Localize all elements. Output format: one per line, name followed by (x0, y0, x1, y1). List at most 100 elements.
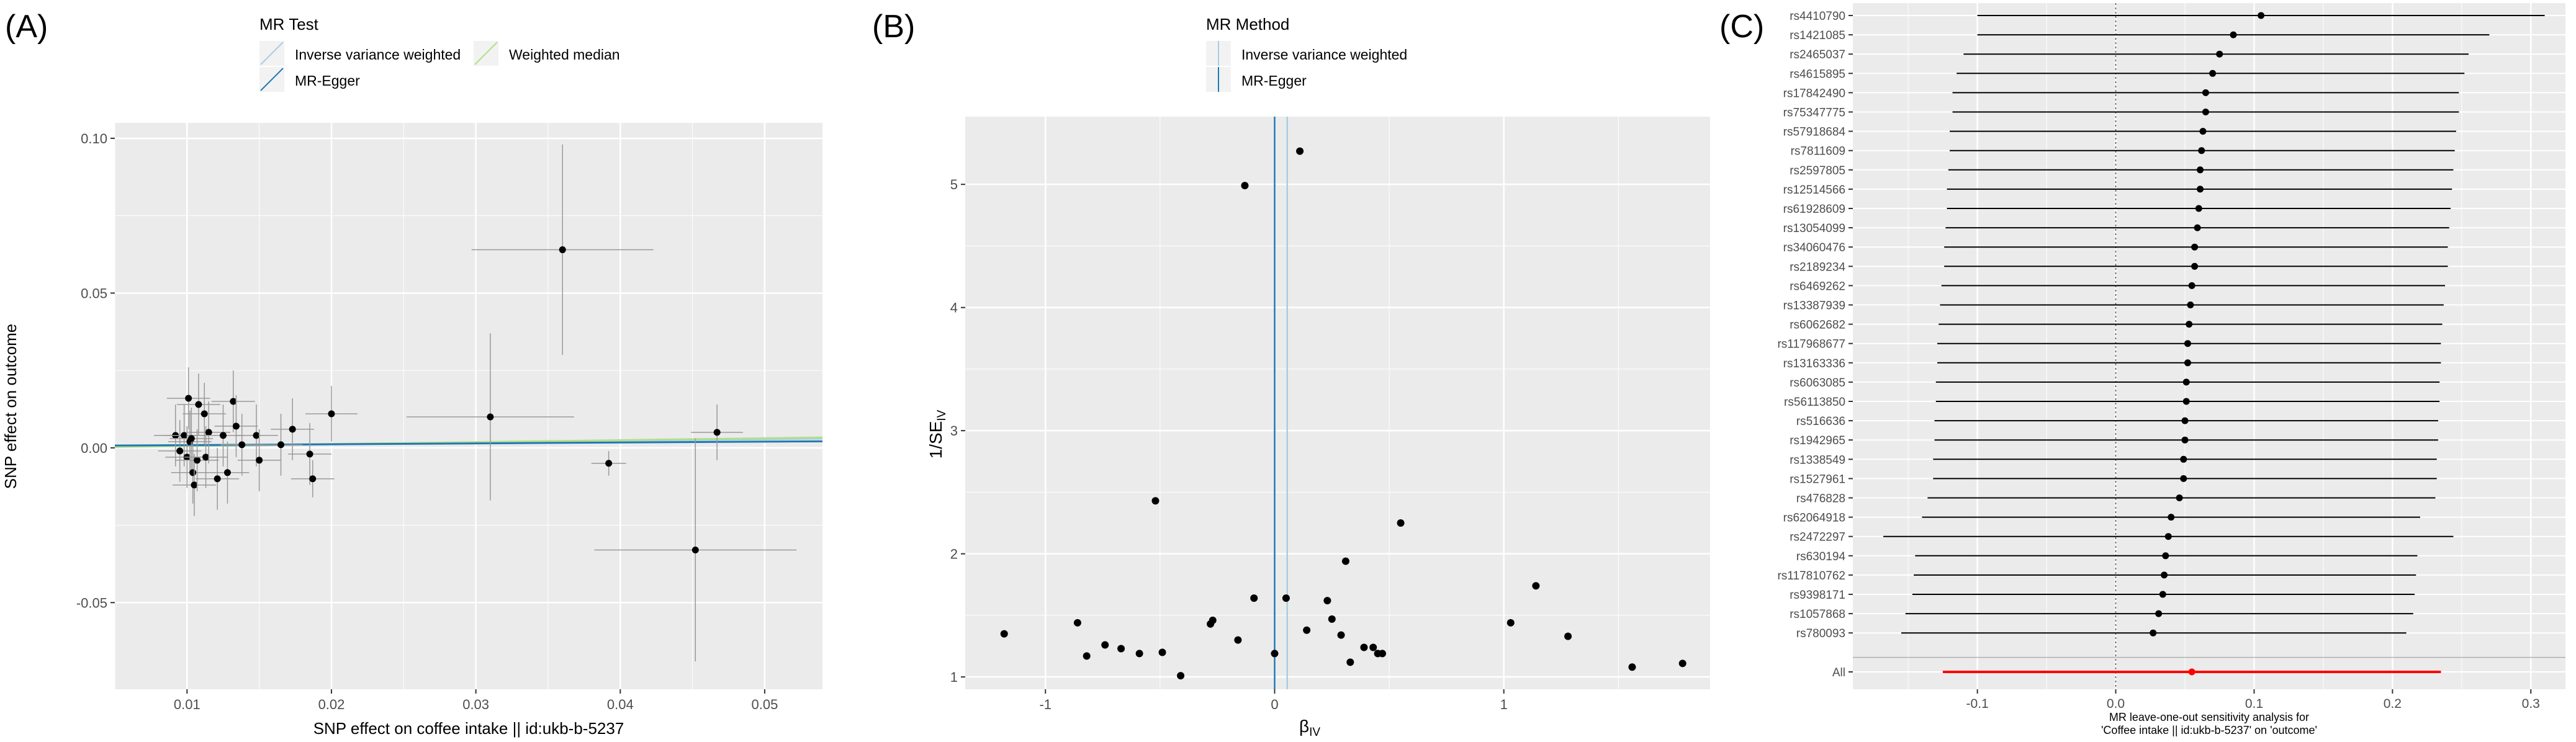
snp-label: rs6469262 (1790, 280, 1845, 293)
data-point (1151, 497, 1160, 505)
estimate-point (2186, 321, 2193, 328)
y-tick-label: 0.05 (81, 285, 107, 301)
snp-label: rs13387939 (1783, 300, 1845, 313)
legend-egger-label: MR-Egger (295, 73, 360, 89)
data-point (1073, 619, 1081, 627)
overall-estimate-point (2188, 668, 2195, 676)
estimate-point (2194, 224, 2201, 231)
data-point (691, 546, 699, 553)
data-point (1678, 659, 1687, 668)
panel-a-background (115, 123, 822, 689)
estimate-point (2176, 494, 2183, 501)
data-point (189, 469, 197, 476)
estimate-point (2184, 340, 2191, 347)
data-point (1250, 594, 1258, 602)
estimate-point (2197, 186, 2204, 193)
data-point (219, 432, 227, 439)
snp-label: rs117968677 (1777, 338, 1845, 351)
snp-label: rs1527961 (1790, 473, 1845, 486)
data-point (1397, 519, 1405, 527)
estimate-point (2159, 591, 2166, 598)
data-point (200, 410, 208, 418)
estimate-point (2162, 552, 2169, 560)
legend-ivw-b-label: Inverse variance weighted (1241, 47, 1407, 63)
snp-label: rs34060476 (1783, 241, 1845, 254)
estimate-point (2198, 147, 2205, 154)
data-point (1323, 597, 1331, 605)
snp-label: rs516636 (1796, 415, 1845, 428)
estimate-point (2195, 205, 2202, 212)
snp-label: rs6062682 (1790, 319, 1845, 332)
data-point (191, 481, 198, 489)
data-point (230, 398, 237, 405)
estimate-point (2182, 398, 2190, 405)
snp-label: rs62064918 (1783, 512, 1845, 525)
estimate-point (2182, 378, 2190, 386)
snp-label: rs780093 (1796, 627, 1845, 640)
y-tick-label: 1 (950, 669, 958, 685)
data-point (223, 469, 231, 476)
data-point (277, 441, 285, 449)
data-point (1341, 557, 1349, 565)
estimate-point (2187, 302, 2194, 308)
data-point (1209, 616, 1217, 624)
x-tick-label: 0.03 (462, 697, 489, 712)
panel-a-legend: MR Test Inverse variance weighted Weight… (259, 15, 620, 92)
data-point (195, 401, 202, 408)
data-point (181, 432, 188, 439)
data-point (1241, 182, 1249, 190)
y-tick-label: 5 (950, 177, 958, 192)
data-point (202, 454, 210, 461)
snp-label: rs4615895 (1790, 68, 1845, 81)
data-point (1346, 658, 1354, 666)
estimate-point (2184, 359, 2191, 367)
snp-label: rs13163336 (1783, 357, 1845, 370)
snp-label: rs4410790 (1790, 10, 1845, 23)
snp-label: rs2189234 (1790, 261, 1845, 274)
x-tick-label: 0.05 (752, 697, 778, 712)
snp-label: rs13054099 (1783, 222, 1845, 235)
estimate-point (2202, 89, 2209, 96)
panel-a-grid (114, 123, 822, 689)
data-point (605, 460, 613, 467)
estimate-point (2191, 243, 2199, 251)
legend-key-wmedian-line (474, 42, 498, 65)
legend-ivw-label: Inverse variance weighted (295, 47, 461, 63)
x-tick-label: 0.02 (318, 697, 345, 712)
snp-label: rs57918684 (1783, 126, 1846, 139)
snp-label: rs6063085 (1790, 377, 1845, 390)
estimate-point (2216, 50, 2223, 58)
y-tick-label: 0.10 (81, 131, 107, 146)
panel-c-forest: -0.1 0.0 0.1 0.2 0.3 rs4410790 rs1421085 rs2465… (1777, 3, 2565, 736)
legend-wmedian-label: Weighted median (509, 47, 620, 63)
x-tick-label: 0.0 (2107, 697, 2125, 711)
data-point (1282, 594, 1290, 602)
data-point (238, 441, 246, 449)
snp-label: rs1421085 (1790, 29, 1845, 42)
data-point (232, 422, 240, 430)
estimate-point (2199, 128, 2207, 135)
data-point (1337, 631, 1345, 639)
x-tick-label: 1 (1500, 697, 1508, 712)
panel-c-rows (1883, 12, 2545, 676)
estimate-point (2202, 109, 2209, 115)
data-point (1135, 650, 1143, 658)
data-point (214, 475, 221, 483)
panel-a-xlabel: SNP effect on coffee intake || id:ukb-b-… (313, 719, 624, 738)
estimate-point (2161, 571, 2168, 579)
panel-b-funnel: -1 0 1 1 2 3 4 5 βIV 1/SEIV MR Method Inverse v… (926, 15, 1710, 739)
estimate-point (2168, 514, 2175, 521)
x-tick-label: -0.1 (1966, 697, 1989, 711)
data-point (1379, 650, 1386, 658)
data-point (309, 475, 317, 483)
data-point (1564, 632, 1572, 640)
data-point (187, 435, 195, 442)
data-point (1083, 652, 1091, 660)
legend-key-ivw-line (260, 42, 284, 65)
panel-b-legend: MR Method Inverse variance weighted MR-E… (1206, 15, 1407, 92)
estimate-point (2181, 436, 2189, 444)
panel-label-b: (B) (872, 9, 915, 45)
panel-c-xlabel-line2: 'Coffee intake || id:ukb-b-5237' on 'out… (2101, 724, 2317, 736)
data-point (1101, 641, 1109, 649)
